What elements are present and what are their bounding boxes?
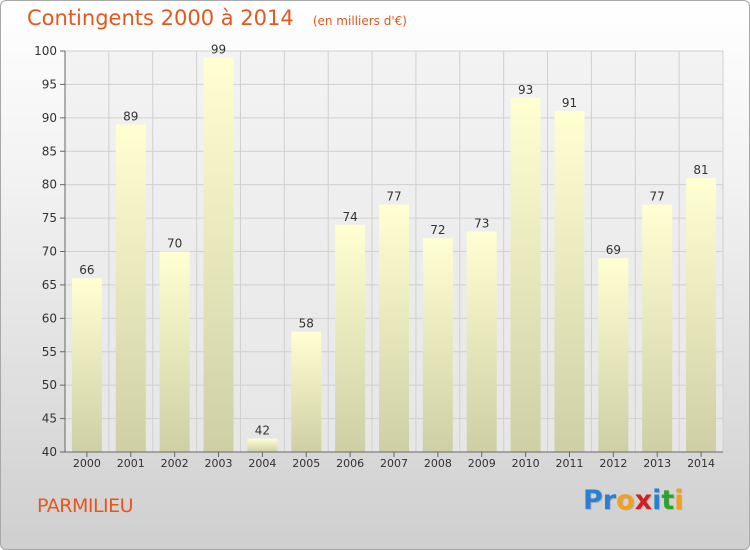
x-tick-label: 2000 xyxy=(73,457,101,470)
y-tick-label: 95 xyxy=(42,77,57,91)
y-tick-label: 70 xyxy=(42,245,57,259)
x-tick-label: 2010 xyxy=(512,457,540,470)
bar-value-label: 77 xyxy=(386,190,401,204)
axes: 40 45 50 55 60 65 70 75 80 85 90 95 100 2000 2001 2002 2… xyxy=(34,44,723,470)
bar-value-label: 69 xyxy=(606,243,621,257)
bar-value-label: 58 xyxy=(299,317,314,331)
bar-value-label: 42 xyxy=(255,424,270,438)
data-labels: 66 89 70 99 42 58 74 77 72 73 93 91 69 77 81 xyxy=(79,43,708,438)
x-tick-label: 2007 xyxy=(380,457,408,470)
logo-letter: r xyxy=(602,485,617,516)
x-tick-label: 2014 xyxy=(687,457,715,470)
x-tick-label: 2013 xyxy=(643,457,671,470)
y-tick-label: 90 xyxy=(42,111,57,125)
logo-letter: i xyxy=(674,485,684,516)
y-tick-label: 60 xyxy=(42,311,57,325)
bar xyxy=(598,258,629,452)
y-tick-label: 65 xyxy=(42,278,57,292)
bar xyxy=(335,224,366,452)
y-tick-label: 45 xyxy=(42,412,57,426)
bar-value-label: 93 xyxy=(518,83,533,97)
bar xyxy=(422,238,453,452)
location-label: PARMILIEU xyxy=(37,495,134,517)
bar xyxy=(115,124,146,453)
title-row: Contingents 2000 à 2014 (en milliers d'€… xyxy=(27,6,407,30)
chart-title: Contingents 2000 à 2014 xyxy=(27,6,294,30)
bar-value-label: 91 xyxy=(562,96,577,110)
logo-letter: t xyxy=(661,485,675,516)
x-tick-label: 2001 xyxy=(117,457,145,470)
x-tick-label: 2012 xyxy=(599,457,627,470)
y-tick-label: 55 xyxy=(42,345,57,359)
bar-value-label: 66 xyxy=(79,263,94,277)
bar xyxy=(247,438,278,452)
x-tick-label: 2011 xyxy=(555,457,583,470)
x-tick-label: 2002 xyxy=(161,457,189,470)
chart-subtitle: (en milliers d'€) xyxy=(312,14,407,28)
bar-value-label: 74 xyxy=(342,210,357,224)
bar-value-label: 89 xyxy=(123,110,138,124)
logo-letter: i xyxy=(652,485,662,516)
bar xyxy=(379,204,409,452)
y-tick-label: 40 xyxy=(42,445,57,459)
bar xyxy=(71,278,102,452)
bar xyxy=(466,231,497,452)
bar-value-label: 73 xyxy=(474,216,489,230)
bar-value-label: 72 xyxy=(430,223,445,237)
x-tick-label: 2003 xyxy=(205,457,233,470)
bar xyxy=(510,97,541,453)
bar xyxy=(686,177,717,452)
x-tick-label: 2005 xyxy=(292,457,320,470)
logo-letter: o xyxy=(616,485,635,516)
y-tick-label: 80 xyxy=(42,178,57,192)
x-tick-label: 2009 xyxy=(468,457,496,470)
y-tick-label: 85 xyxy=(42,144,57,158)
bar-value-label: 81 xyxy=(693,163,708,177)
logo-letter: P xyxy=(583,485,603,516)
bar-value-label: 99 xyxy=(211,43,226,57)
bar-value-label: 70 xyxy=(167,237,182,251)
bar xyxy=(642,204,673,452)
bars xyxy=(71,57,717,453)
logo-letter: x xyxy=(634,485,653,516)
bar xyxy=(159,251,190,452)
x-tick-label: 2006 xyxy=(336,457,364,470)
y-tick-label: 50 xyxy=(42,378,57,392)
x-tick-label: 2008 xyxy=(424,457,452,470)
bar xyxy=(203,57,234,452)
x-tick-label: 2004 xyxy=(248,457,276,470)
bar xyxy=(554,111,585,453)
bar-value-label: 77 xyxy=(650,190,665,204)
y-tick-label: 100 xyxy=(34,44,57,58)
bar xyxy=(291,331,322,452)
y-tick-label: 75 xyxy=(42,211,57,225)
proxiti-logo[interactable]: Proxiti xyxy=(583,485,684,516)
